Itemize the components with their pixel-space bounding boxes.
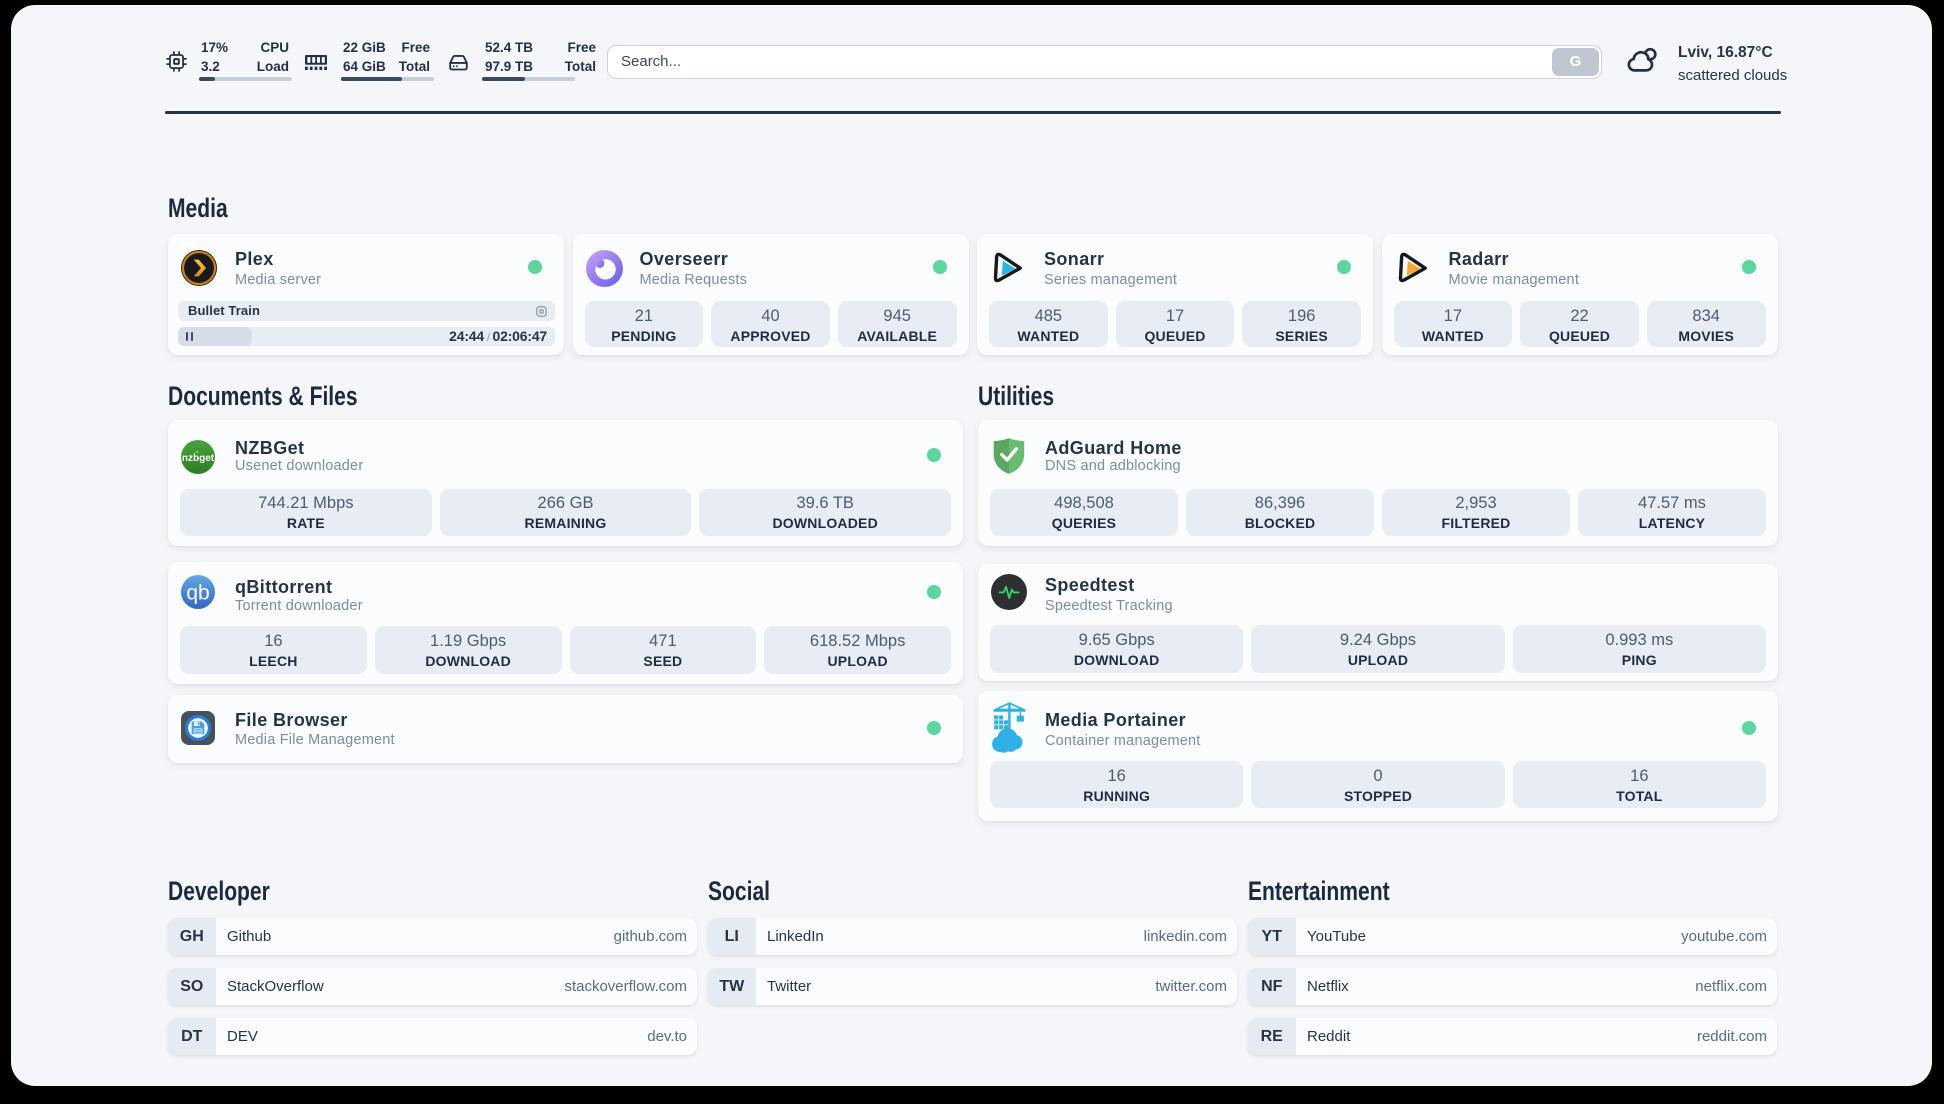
svg-text:qb: qb xyxy=(186,582,209,605)
svg-text:nzbget: nzbget xyxy=(182,452,215,463)
